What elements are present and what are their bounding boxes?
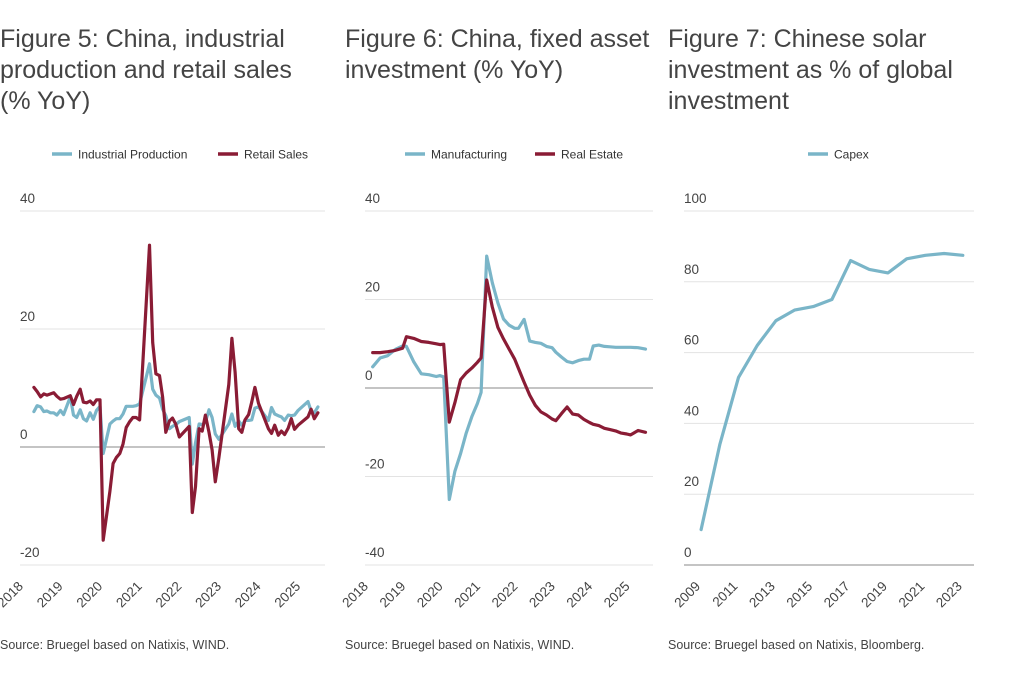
y-tick-label: 20: [365, 280, 380, 295]
x-tick-label: 2023: [526, 579, 558, 611]
figure-6-source: Source: Bruegel based on Natixis, WIND.: [345, 638, 575, 652]
y-tick-label: 0: [365, 368, 373, 383]
x-tick-label: 2022: [153, 579, 185, 611]
y-tick-label: 0: [684, 545, 692, 560]
figure-7-chart: Capex 0 20 40 60 80 100 2009 2011 2013 2015 2017 201…: [671, 148, 974, 611]
x-tick-label: 2025: [272, 579, 304, 611]
y-tick-label: -20: [365, 457, 385, 472]
figure-5-title: Figure 5: China, industrial production a…: [0, 25, 292, 115]
x-tick-label: 2023: [933, 579, 965, 611]
x-tick-label: 2019: [377, 579, 409, 611]
series-line-retail-sales: [32, 243, 320, 542]
series-line-real-estate: [371, 278, 648, 437]
figure-5-source: Source: Bruegel based on Natixis, WIND.: [0, 638, 230, 652]
series-line-industrial-production: [32, 362, 320, 466]
figure-7-title: Figure 7: Chinese solar investment as % …: [668, 25, 953, 115]
y-tick-label: 0: [20, 427, 28, 442]
legend-label-real-estate: Real Estate: [561, 148, 623, 162]
legend-label-manufacturing: Manufacturing: [431, 148, 507, 162]
figure-5-panel: Figure 5: China, industrial production a…: [0, 0, 325, 676]
x-tick-label: 2022: [489, 579, 521, 611]
y-tick-label: 80: [684, 262, 699, 277]
x-tick-label: 2011: [709, 579, 740, 610]
x-tick-label: 2020: [73, 579, 105, 611]
x-tick-label: 2017: [821, 579, 853, 611]
figure-6-title: Figure 6: China, fixed asset investment …: [345, 25, 650, 84]
y-tick-label: 40: [684, 403, 699, 418]
figure-7-panel: Figure 7: Chinese solar investment as % …: [668, 0, 988, 676]
x-tick-label: 2020: [414, 579, 446, 611]
series-line-capex: [699, 251, 965, 532]
legend-label-capex: Capex: [834, 148, 869, 162]
x-tick-label: 2019: [858, 579, 890, 611]
x-tick-label: 2013: [746, 579, 778, 611]
y-tick-label: -40: [365, 545, 385, 560]
x-tick-label: 2025: [601, 579, 633, 611]
y-tick-label: -20: [20, 545, 40, 560]
figure-7-source: Source: Bruegel based on Natixis, Bloomb…: [668, 638, 925, 652]
y-tick-label: 100: [684, 191, 707, 206]
y-tick-label: 40: [20, 191, 35, 206]
x-tick-label: 2015: [784, 579, 816, 611]
x-tick-label: 2018: [0, 579, 26, 611]
x-tick-label: 2021: [896, 579, 928, 611]
legend-label-retail-sales: Retail Sales: [244, 148, 308, 162]
x-tick-label: 2021: [113, 579, 145, 611]
y-tick-label: 20: [20, 309, 35, 324]
x-tick-label: 2024: [563, 578, 595, 610]
legend-label-industrial-production: Industrial Production: [78, 148, 187, 162]
x-tick-label: 2018: [339, 579, 371, 611]
x-tick-label: 2009: [671, 579, 703, 611]
x-tick-label: 2019: [34, 579, 66, 611]
x-tick-label: 2023: [192, 579, 224, 611]
y-tick-label: 60: [684, 333, 699, 348]
figure-5-chart: Industrial Production Retail Sales -20 0 20 4…: [0, 148, 325, 611]
x-tick-label: 2024: [232, 578, 264, 610]
figure-6-panel: Figure 6: China, fixed asset investment …: [339, 0, 665, 676]
series-line-manufacturing: [371, 254, 648, 502]
x-tick-label: 2021: [451, 579, 483, 611]
y-tick-label: 40: [365, 191, 380, 206]
y-tick-label: 20: [684, 474, 699, 489]
